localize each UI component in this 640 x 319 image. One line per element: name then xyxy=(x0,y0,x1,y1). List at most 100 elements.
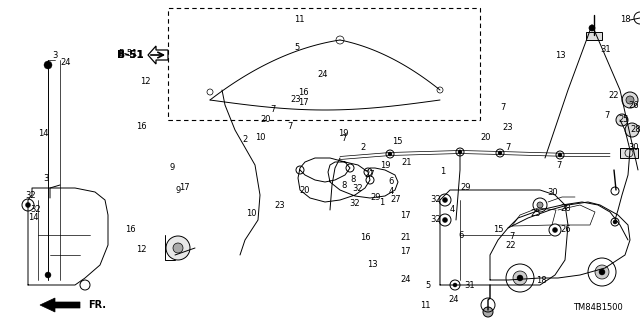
Text: 15: 15 xyxy=(493,226,504,234)
Polygon shape xyxy=(148,46,168,64)
Circle shape xyxy=(588,258,616,286)
Text: 5: 5 xyxy=(294,43,300,52)
Text: 11: 11 xyxy=(294,15,305,24)
Text: 23: 23 xyxy=(274,201,285,210)
Text: 26: 26 xyxy=(561,225,572,234)
Text: 7: 7 xyxy=(604,110,609,120)
Text: 8: 8 xyxy=(341,181,346,189)
Text: 20: 20 xyxy=(300,186,310,195)
Circle shape xyxy=(364,168,372,176)
Text: 1: 1 xyxy=(379,198,384,207)
Text: 32: 32 xyxy=(31,205,42,214)
Text: 4: 4 xyxy=(450,205,455,214)
Text: 7: 7 xyxy=(509,232,515,241)
Text: 32: 32 xyxy=(352,184,363,193)
Circle shape xyxy=(296,166,304,174)
Text: 32: 32 xyxy=(430,196,440,204)
Text: 5: 5 xyxy=(425,280,430,290)
Text: 18: 18 xyxy=(536,276,547,285)
Bar xyxy=(168,8,480,120)
Text: 10: 10 xyxy=(246,209,256,218)
Text: 29: 29 xyxy=(460,183,470,192)
Circle shape xyxy=(45,272,51,278)
Circle shape xyxy=(336,36,344,44)
Text: 7: 7 xyxy=(287,122,292,131)
Circle shape xyxy=(552,227,557,233)
Circle shape xyxy=(458,150,462,154)
Text: 14: 14 xyxy=(38,130,49,138)
Text: 4: 4 xyxy=(388,187,394,196)
Text: 31: 31 xyxy=(600,46,611,55)
Text: 17: 17 xyxy=(400,248,411,256)
Text: 10: 10 xyxy=(255,133,266,143)
Text: 18: 18 xyxy=(620,16,630,25)
Text: 3: 3 xyxy=(44,174,49,183)
Text: 21: 21 xyxy=(400,234,410,242)
Text: 31: 31 xyxy=(464,281,475,290)
Polygon shape xyxy=(40,298,80,312)
Circle shape xyxy=(442,197,447,203)
Circle shape xyxy=(537,202,543,208)
Circle shape xyxy=(616,114,628,126)
Circle shape xyxy=(442,218,447,222)
Text: 22: 22 xyxy=(506,241,516,250)
Text: 12: 12 xyxy=(136,245,147,254)
Text: 7: 7 xyxy=(500,103,506,113)
Circle shape xyxy=(173,243,183,253)
Circle shape xyxy=(599,269,605,275)
Circle shape xyxy=(388,152,392,156)
Text: 26: 26 xyxy=(628,100,639,109)
Circle shape xyxy=(26,203,31,207)
Text: 27: 27 xyxy=(390,196,401,204)
Circle shape xyxy=(506,264,534,292)
Text: 32: 32 xyxy=(430,216,440,225)
Text: 29: 29 xyxy=(370,193,380,202)
Circle shape xyxy=(589,25,595,31)
Circle shape xyxy=(166,236,190,260)
Text: 1: 1 xyxy=(440,167,445,176)
Text: 23: 23 xyxy=(502,123,513,132)
Text: B-51: B-51 xyxy=(116,50,143,60)
Text: 21: 21 xyxy=(401,158,412,167)
Text: 2: 2 xyxy=(360,144,365,152)
Circle shape xyxy=(44,61,52,69)
Circle shape xyxy=(622,92,638,108)
Text: 13: 13 xyxy=(367,260,378,269)
Text: 25: 25 xyxy=(530,209,540,218)
Text: 16: 16 xyxy=(360,234,371,242)
Text: 8: 8 xyxy=(350,175,355,184)
Text: 30: 30 xyxy=(547,189,558,197)
Text: 30: 30 xyxy=(628,144,639,152)
Circle shape xyxy=(498,151,502,155)
Text: 25: 25 xyxy=(618,115,628,124)
Circle shape xyxy=(611,187,619,195)
Text: 24: 24 xyxy=(317,70,328,78)
Text: TM84B1500: TM84B1500 xyxy=(573,303,623,313)
Text: 12: 12 xyxy=(140,78,150,86)
Text: 15: 15 xyxy=(392,137,402,146)
Text: 7: 7 xyxy=(270,106,275,115)
Text: 16: 16 xyxy=(298,88,309,97)
Text: 24: 24 xyxy=(60,58,70,67)
Text: 19: 19 xyxy=(380,160,390,169)
Text: 28: 28 xyxy=(561,204,572,213)
Text: 7: 7 xyxy=(505,144,510,152)
Circle shape xyxy=(346,164,354,172)
Text: 17: 17 xyxy=(179,183,190,192)
Text: 17: 17 xyxy=(298,98,309,107)
Circle shape xyxy=(558,153,562,157)
Circle shape xyxy=(625,123,639,137)
Text: 11: 11 xyxy=(420,300,431,309)
Circle shape xyxy=(626,96,634,104)
Text: 14: 14 xyxy=(28,213,38,222)
Text: B-51: B-51 xyxy=(116,50,143,60)
Bar xyxy=(620,148,638,158)
Text: 24: 24 xyxy=(400,276,410,285)
Text: 23: 23 xyxy=(290,95,301,105)
Text: 22: 22 xyxy=(608,91,618,100)
Text: 6: 6 xyxy=(388,177,394,186)
Text: 24: 24 xyxy=(448,295,458,305)
Text: B-51: B-51 xyxy=(118,48,138,57)
Text: 28: 28 xyxy=(630,125,640,135)
Circle shape xyxy=(513,271,527,285)
